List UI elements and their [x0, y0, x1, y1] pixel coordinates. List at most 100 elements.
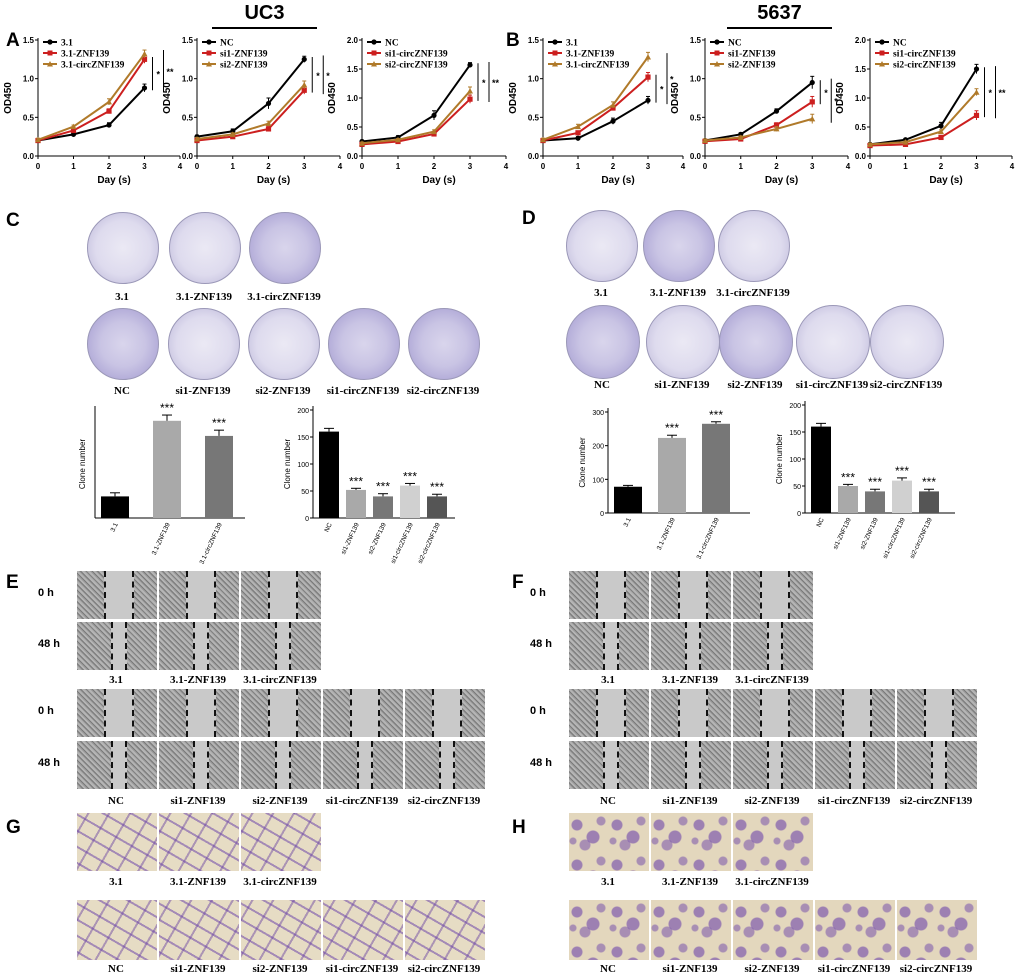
y-tick-label: 1.5: [347, 65, 359, 74]
panel-letter-e: E: [6, 572, 19, 593]
wound-image: [76, 688, 158, 738]
x-tick-label: 3: [302, 162, 307, 171]
time-label: 0 h: [38, 705, 54, 717]
wound-gap: [767, 741, 783, 789]
series-line: [196, 58, 306, 138]
data-point: [809, 99, 815, 105]
data-point: [809, 115, 816, 122]
legend-label: NC: [893, 39, 907, 49]
colony-dish: [719, 305, 793, 379]
transwell-image: [568, 812, 650, 872]
clone-bar-chart-d2: 0 50 100 150 200 Clone number NC *** si1-ZNF139 *…: [775, 401, 955, 560]
data-point: [773, 108, 780, 114]
data-point: [265, 126, 272, 132]
y-tick-label: 1.0: [182, 75, 194, 84]
legend-label: 3.1: [61, 39, 73, 49]
data-point: [35, 136, 41, 143]
condition-label: si1-circZNF139: [325, 795, 399, 807]
wound-gap: [685, 741, 701, 789]
series-line: [869, 114, 978, 147]
uc3-title-underline: [212, 27, 317, 29]
x-tick-label: 3: [974, 162, 979, 171]
wound-gap: [111, 622, 127, 670]
data-point: [809, 79, 815, 86]
series-line: [196, 84, 305, 140]
legend-marker: [714, 61, 720, 67]
significance-label: ***: [160, 401, 174, 415]
legend-marker: [371, 61, 377, 67]
colony-dish: [408, 308, 480, 380]
wound-image: [240, 740, 322, 790]
condition-label: NC: [108, 963, 124, 975]
condition-label: si2-circZNF139: [406, 385, 480, 397]
condition-label: si1-ZNF139: [175, 385, 231, 397]
significance-label: ***: [841, 470, 855, 484]
wound-image: [76, 570, 158, 620]
data-point: [645, 97, 651, 103]
wound-image: [568, 570, 650, 620]
condition-label: si2-ZNF139: [255, 385, 311, 397]
x-tick-label: 0: [541, 162, 546, 171]
significance-label: ***: [868, 475, 882, 489]
legend-label: si1-ZNF139: [220, 50, 268, 60]
condition-label: 3.1-ZNF139: [662, 674, 718, 686]
y-tick-label: 2.0: [855, 36, 867, 45]
data-point: [141, 50, 148, 57]
growth-chart-b3: 0 1 2 3 4 0.0 0.5 1.0 1.5 2.0 Day (s) OD450 NCsi1-ci…: [835, 36, 1015, 186]
x-tick-label: 2: [266, 162, 271, 171]
condition-label: 3.1: [594, 287, 608, 299]
y-tick-label: 200: [592, 444, 604, 451]
x-axis-label: Day (s): [422, 175, 455, 186]
y-tick-label: 0.0: [347, 152, 359, 161]
condition-label: 3.1-ZNF139: [176, 291, 232, 303]
condition-label: 3.1-circZNF139: [243, 674, 317, 686]
wound-gap: [760, 571, 790, 619]
y-tick-label: 300: [592, 410, 604, 417]
bar: [892, 480, 912, 513]
legend-label: si1-circZNF139: [893, 50, 956, 60]
transwell-image: [814, 899, 896, 961]
legend-label: si1-circZNF139: [385, 50, 448, 60]
x-tick-label: 2: [939, 162, 944, 171]
y-tick-label: 0.0: [528, 152, 540, 161]
wound-gap: [104, 571, 134, 619]
wound-gap: [193, 622, 209, 670]
legend-label: NC: [385, 39, 399, 49]
condition-label: si1-ZNF139: [170, 963, 226, 975]
bar: [811, 426, 831, 513]
legend-marker: [552, 39, 558, 45]
clone-bar-chart-c1: Clone number 3.1 *** 3.1-ZNF139 *** 3.1-circZ…: [78, 401, 245, 565]
x-tick-label: 1: [231, 162, 236, 171]
bar: [319, 431, 339, 518]
y-tick-label: 1.5: [690, 36, 702, 45]
y-tick-label: 100: [789, 457, 801, 464]
x-tick-label: 1: [739, 162, 744, 171]
data-point: [70, 127, 77, 134]
series-line: [361, 98, 471, 146]
x-tick-label: 3: [142, 162, 147, 171]
x-tick-label: 4: [681, 162, 686, 171]
bar: [373, 496, 393, 518]
data-point: [301, 87, 307, 93]
bar: [919, 491, 939, 513]
data-point: [575, 135, 581, 141]
wound-image: [732, 621, 814, 671]
data-point: [106, 98, 112, 105]
legend-label: NC: [220, 39, 234, 49]
significance-label: *: [834, 97, 838, 107]
y-tick-label: 1.5: [528, 36, 540, 45]
wound-image: [240, 621, 322, 671]
data-point: [645, 54, 651, 60]
wound-image: [814, 688, 896, 738]
x-tick-label: 0: [703, 162, 708, 171]
y-tick-label: 0.0: [690, 152, 702, 161]
legend-marker: [47, 39, 53, 45]
wound-image: [322, 740, 404, 790]
condition-label: NC: [108, 795, 124, 807]
significance-label: *: [660, 85, 664, 95]
data-point: [229, 131, 236, 137]
significance-label: *: [157, 70, 161, 80]
data-point: [610, 101, 616, 108]
data-point: [575, 130, 581, 136]
category-label: si1-ZNF139: [340, 522, 361, 556]
